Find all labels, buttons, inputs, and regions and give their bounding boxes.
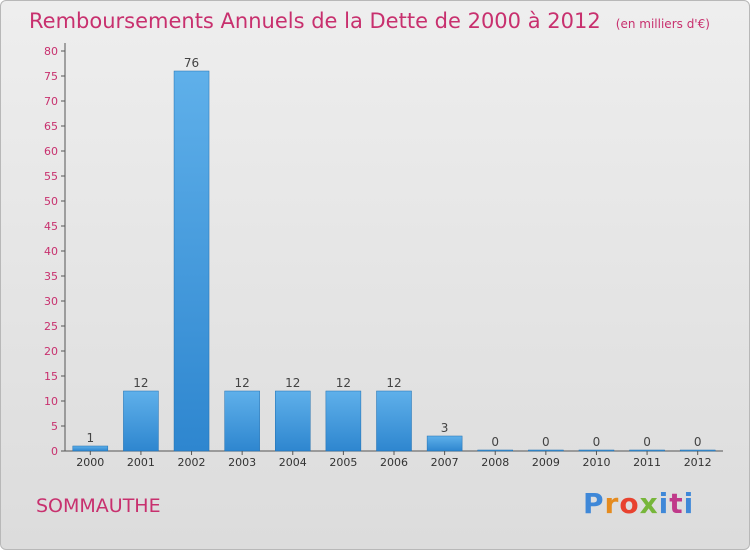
data-label-2005: 12	[336, 376, 351, 390]
y-tick-label: 25	[44, 320, 58, 333]
y-tick-label: 70	[44, 95, 58, 108]
brand-letter: i	[683, 487, 695, 520]
y-tick-label: 10	[44, 395, 58, 408]
y-tick-label: 65	[44, 120, 58, 133]
brand-letter: P	[583, 487, 605, 520]
x-tick-label-2003: 2003	[228, 456, 256, 469]
y-tick-label: 20	[44, 345, 58, 358]
bar-2010	[578, 449, 615, 452]
y-tick-label: 75	[44, 70, 58, 83]
data-label-2010: 0	[593, 435, 601, 449]
x-tick-label-2001: 2001	[127, 456, 155, 469]
data-label-2011: 0	[643, 435, 651, 449]
y-tick-label: 0	[51, 445, 58, 458]
brand-letter: r	[604, 487, 620, 520]
x-tick-label-2000: 2000	[76, 456, 104, 469]
data-label-2002: 76	[184, 56, 199, 70]
x-tick-label-2002: 2002	[178, 456, 206, 469]
data-label-2012: 0	[694, 435, 702, 449]
bar-2003	[224, 390, 260, 452]
chart-title: Remboursements Annuels de la Dette de 20…	[29, 9, 601, 33]
x-tick-label-2006: 2006	[380, 456, 408, 469]
data-label-2004: 12	[285, 376, 300, 390]
chart-subtitle: (en milliers d'€)	[615, 17, 710, 31]
x-tick-label-2011: 2011	[633, 456, 661, 469]
brand-letter: o	[619, 487, 640, 520]
bar-2002	[173, 70, 210, 452]
data-label-2000: 1	[86, 431, 94, 445]
bar-2004	[275, 390, 311, 452]
brand-letter: x	[639, 487, 659, 520]
data-label-2007: 3	[441, 421, 449, 435]
y-tick-label: 40	[44, 245, 58, 258]
bar-2011	[629, 449, 665, 452]
x-tick-label-2004: 2004	[279, 456, 307, 469]
y-tick-label: 55	[44, 170, 58, 183]
bar-2008	[477, 449, 513, 452]
brand-letter: i	[658, 487, 670, 520]
proxiti-logo: Proxiti	[583, 487, 694, 520]
data-label-2003: 12	[235, 376, 250, 390]
bar-2009	[528, 449, 564, 452]
x-tick-label-2008: 2008	[481, 456, 509, 469]
data-label-2009: 0	[542, 435, 550, 449]
brand-letter: t	[669, 487, 684, 520]
y-tick-label: 50	[44, 195, 58, 208]
bar-2006	[376, 390, 412, 452]
x-tick-label-2010: 2010	[582, 456, 610, 469]
y-tick-label: 80	[44, 45, 58, 58]
x-tick-label-2009: 2009	[532, 456, 560, 469]
x-tick-label-2007: 2007	[431, 456, 459, 469]
commune-name: SOMMAUTHE	[36, 495, 161, 517]
data-label-2008: 0	[491, 435, 499, 449]
x-tick-label-2005: 2005	[329, 456, 357, 469]
bar-2000	[72, 445, 109, 452]
y-tick-label: 15	[44, 370, 58, 383]
x-tick-label-2012: 2012	[684, 456, 712, 469]
bar-2001	[123, 390, 159, 452]
bar-2012	[679, 449, 716, 452]
chart-title-line: Remboursements Annuels de la Dette de 20…	[29, 9, 710, 33]
data-label-2001: 12	[133, 376, 148, 390]
y-tick-label: 30	[44, 295, 58, 308]
bar-2005	[325, 390, 362, 452]
y-tick-label: 35	[44, 270, 58, 283]
y-tick-label: 60	[44, 145, 58, 158]
y-tick-label: 45	[44, 220, 58, 233]
bar-2007	[426, 435, 463, 452]
y-tick-label: 5	[51, 420, 58, 433]
data-label-2006: 12	[386, 376, 401, 390]
